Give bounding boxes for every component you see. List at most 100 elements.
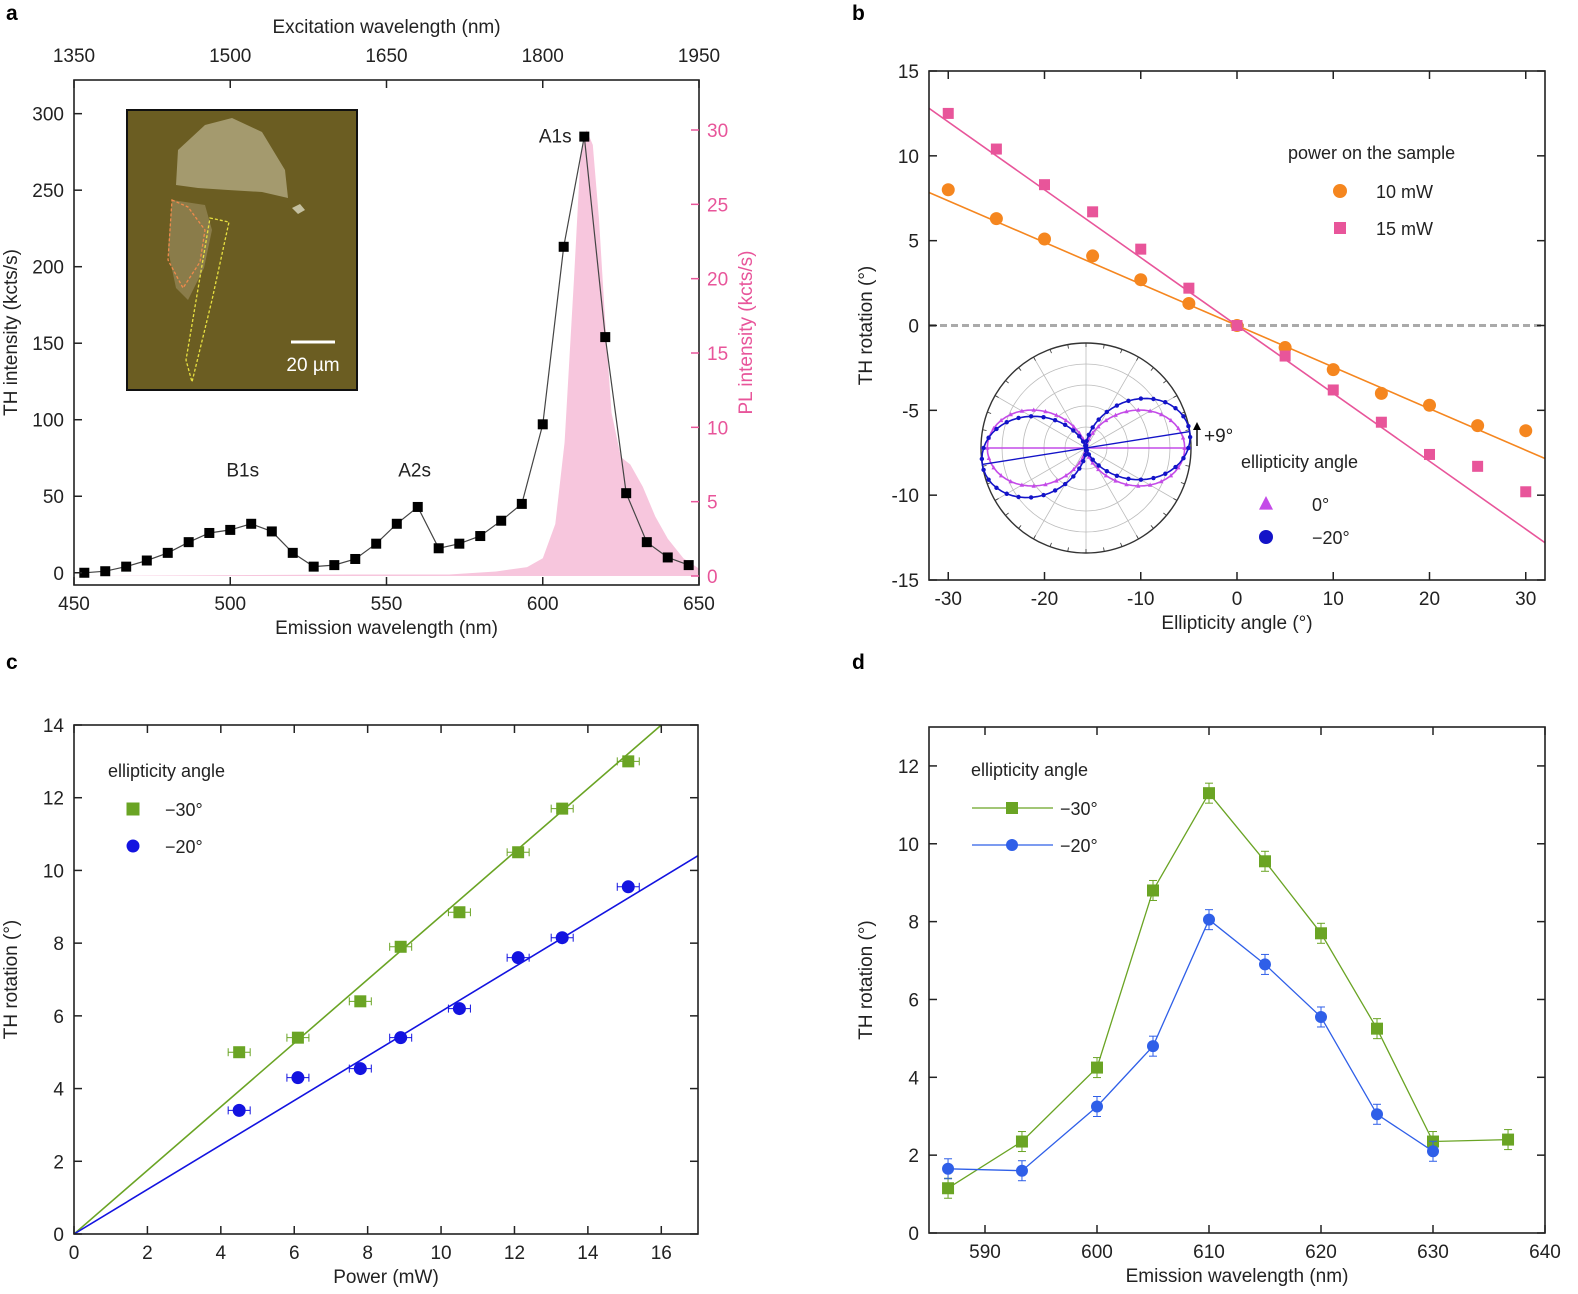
right-tick-label: 15 xyxy=(707,344,728,365)
th-point xyxy=(100,566,111,577)
y-tick-label: 10 xyxy=(43,861,64,882)
inset-legend-marker xyxy=(1259,495,1273,510)
right-tick-label: 30 xyxy=(707,121,728,142)
data-point xyxy=(1520,486,1532,498)
data-point xyxy=(1259,958,1271,971)
data-point xyxy=(394,940,407,953)
data-point xyxy=(1203,787,1215,800)
y-tick-label: 6 xyxy=(908,990,919,1011)
x-tick-label: 550 xyxy=(371,594,403,615)
y-tick-label: 2 xyxy=(908,1146,919,1167)
th-point xyxy=(391,518,402,529)
th-point xyxy=(266,526,277,537)
x-axis-label: Emission wavelength (nm) xyxy=(275,618,498,639)
fit-line xyxy=(74,725,663,1234)
top-tick-label: 1500 xyxy=(209,46,251,67)
right-tick-label: 10 xyxy=(707,418,728,439)
legend-title: ellipticity angle xyxy=(971,760,1088,780)
polar-tick xyxy=(994,395,999,398)
x-tick-label: -10 xyxy=(1127,589,1154,610)
th-point xyxy=(350,553,361,564)
polar-axis-line xyxy=(982,430,1190,466)
flake-outline-orange xyxy=(167,199,206,290)
scale-bar-label: 20 µm xyxy=(286,355,339,376)
polar-tick xyxy=(1185,465,1190,467)
data-point xyxy=(1502,1133,1515,1146)
th-point xyxy=(204,527,215,538)
data-point xyxy=(512,846,525,859)
x-tick-label: 8 xyxy=(362,1243,373,1264)
y-tick-label: 15 xyxy=(898,62,919,83)
data-point xyxy=(942,107,954,119)
polar-tick xyxy=(1120,349,1123,354)
x-tick-label: 10 xyxy=(1323,589,1344,610)
pl-fill-layer xyxy=(74,130,699,576)
legend-label: −20° xyxy=(1060,836,1098,856)
th-point xyxy=(516,498,527,509)
y-tick-label: 10 xyxy=(898,147,919,168)
data-point xyxy=(1471,419,1485,433)
inset-legend-label: −20° xyxy=(1312,528,1350,548)
microscope-image: 20 µm xyxy=(126,109,358,391)
top-tick-label: 1800 xyxy=(522,46,564,67)
th-point xyxy=(621,488,632,499)
data-point xyxy=(1423,398,1436,412)
data-point xyxy=(291,1031,304,1044)
right-tick-label: 0 xyxy=(707,567,718,588)
data-point xyxy=(1135,243,1147,255)
inset-legend-label: 0° xyxy=(1312,495,1329,515)
data-point xyxy=(1231,320,1243,331)
th-point xyxy=(141,555,152,566)
fit-line xyxy=(74,855,698,1234)
x-axis-label: Ellipticity angle (°) xyxy=(1161,613,1312,634)
data-point xyxy=(1039,179,1050,191)
polar-tick xyxy=(1018,367,1022,371)
data-point xyxy=(1087,206,1099,218)
right-axis-label: PL intensity (kcts/s) xyxy=(736,250,757,414)
legend-title: ellipticity angle xyxy=(108,761,225,781)
x-tick-label: 0 xyxy=(1232,589,1243,610)
polar-inset xyxy=(979,342,1201,554)
legend-label: 10 mW xyxy=(1376,182,1433,202)
x-tick-label: 30 xyxy=(1515,589,1536,610)
x-tick-label: 450 xyxy=(58,594,90,615)
th-point xyxy=(162,547,173,558)
data-point xyxy=(453,906,466,919)
x-tick-label: 650 xyxy=(683,594,715,615)
y-tick-label: -5 xyxy=(902,401,919,422)
polar-tick xyxy=(1067,344,1069,349)
pl-area-group xyxy=(74,130,699,576)
y-tick-label: 4 xyxy=(53,1080,64,1101)
th-point xyxy=(579,131,590,142)
legend-label: −30° xyxy=(165,800,203,820)
x-tick-label: 10 xyxy=(430,1243,451,1264)
th-point xyxy=(683,560,694,571)
polar-tick xyxy=(1103,547,1105,552)
panel-letter: a xyxy=(6,2,18,25)
data-point xyxy=(1371,1108,1383,1121)
x-tick-label: 630 xyxy=(1417,1242,1449,1263)
th-point xyxy=(496,515,507,526)
flake-mid xyxy=(168,200,212,300)
legend-label: 15 mW xyxy=(1376,219,1433,239)
top-tick-label: 1350 xyxy=(53,46,95,67)
x-tick-label: 600 xyxy=(527,594,559,615)
x-tick-label: -20 xyxy=(1031,589,1058,610)
th-point xyxy=(308,561,319,572)
legend-marker xyxy=(1006,839,1018,851)
panel-letter: b xyxy=(852,2,865,25)
top-tick-label: 1950 xyxy=(678,46,720,67)
polar-tick xyxy=(1033,535,1036,540)
th-point xyxy=(412,501,423,512)
data-point xyxy=(1374,386,1388,400)
th-point xyxy=(287,547,298,558)
rotation-label: +9° xyxy=(1204,426,1233,447)
legend-title: power on the sample xyxy=(1288,143,1455,163)
x-tick-label: 610 xyxy=(1193,1242,1225,1263)
inset-legend-marker xyxy=(1259,530,1273,544)
y-tick-label: 300 xyxy=(32,105,64,126)
th-point xyxy=(225,524,236,535)
data-point xyxy=(1315,1010,1327,1023)
